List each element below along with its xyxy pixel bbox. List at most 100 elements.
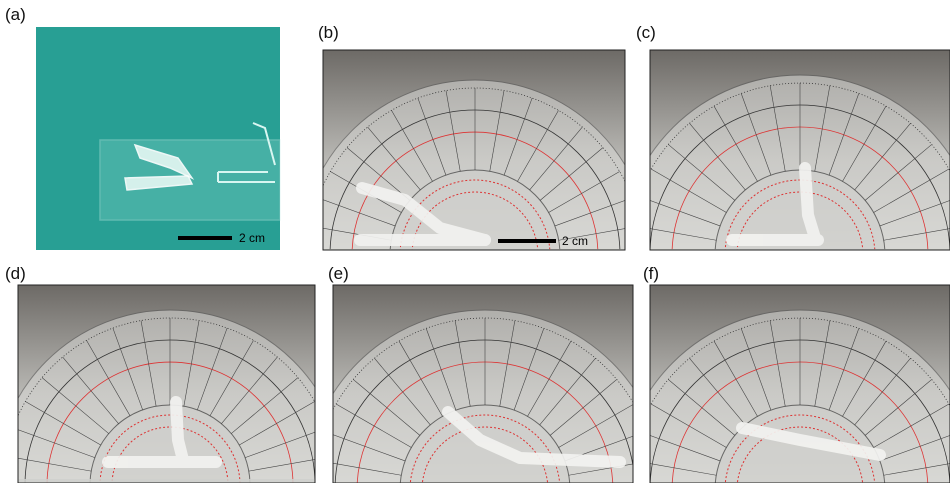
protractor-part [41,377,109,434]
panel-label: (b) [318,23,339,42]
photo-f [650,285,950,483]
protractor-part [549,379,617,436]
protractor-part [740,328,772,411]
protractor-part [668,144,736,201]
photo-c [650,50,950,250]
protractor-part [183,320,200,407]
protractor-part [86,340,131,416]
protractor-part [353,379,421,436]
protractor-part [18,479,315,483]
protractor-part [389,169,561,250]
protractor-part [548,171,620,213]
protractor-part [374,358,431,426]
strips [102,162,886,468]
protractor-part [650,403,727,448]
protractor-part [25,401,101,446]
protractor-part [539,358,596,426]
protractor-part [828,328,860,411]
protractor-part [650,435,721,462]
protractor-part [736,191,864,250]
protractor-part [517,110,559,182]
protractor-part [18,457,92,472]
photo-e [333,285,633,483]
panel-label: (c) [636,23,656,42]
protractor-part [650,228,717,241]
protractor-part [828,93,860,176]
protractor-part [425,328,457,411]
protractor-part [769,85,786,172]
protractor-part [18,309,315,483]
protractor-part [335,403,412,448]
protractor-part [346,147,411,201]
protractor-part [209,340,254,416]
protractor-part [864,379,932,436]
protractor-part [814,320,831,407]
protractor-part [650,168,727,213]
protractor-part [323,199,396,227]
protractor-part [854,358,911,426]
panel-label: (f) [643,264,659,283]
protractor-part [568,463,633,476]
protractor-part [417,97,447,176]
protractor-part [842,105,887,182]
protractor-part [197,327,228,410]
protractor-part [740,93,772,176]
protractor-part [873,168,950,213]
protractor-part [689,358,746,426]
protractor-part [513,328,545,411]
protractor-part [539,147,604,201]
protractor-part [883,228,950,241]
protractor-part [454,320,471,407]
protractor-part [554,200,625,227]
protractor-part [668,379,736,436]
protractor-part [713,340,758,417]
protractor-part [650,463,717,476]
protractor-part [99,414,241,483]
protractor-part [18,429,95,458]
protractor-part [112,327,143,410]
panel-label: (e) [328,264,349,283]
protractor-part [333,309,633,483]
protractor-part [713,105,758,182]
protractor-part [391,110,433,182]
protractor-part [239,401,315,446]
protractor-part [140,320,157,407]
protractor-part [333,462,402,476]
protractor-part [248,459,315,472]
protractor-part [221,356,278,424]
protractor-part [864,144,932,201]
panel-label: (d) [5,264,26,283]
protractor-part [736,426,864,483]
photo-a: 2 cm [36,27,281,250]
protractor-part [245,431,315,458]
protractor-part [650,200,721,227]
panel-label: (a) [5,5,26,24]
protractor-part [879,200,950,227]
protractor-part [62,356,119,424]
protractor-part [445,90,461,172]
protractor-part [769,320,786,407]
protractor-part [323,87,625,188]
protractor-part [367,126,421,191]
protractor-part [879,435,950,462]
protractor-part [527,340,572,417]
protractor-part [814,85,831,172]
protractor-part [231,377,299,434]
protractor-part [529,126,583,191]
protractor-part [883,463,950,476]
protractor-part [489,90,505,172]
protractor-part [411,191,539,250]
protractor-part [558,404,633,448]
protractor-part [333,434,406,462]
protractor-part [689,123,746,191]
protractor-part [854,123,911,191]
photo-d [18,285,315,483]
scale-bar-label: 2 cm [239,231,265,245]
scale-bar-label: 2 cm [562,234,588,248]
protractor-part [842,340,887,417]
protractor-part [503,97,533,176]
protractor-part [873,403,950,448]
protractor-part [399,179,551,250]
protractor-part [398,340,443,417]
